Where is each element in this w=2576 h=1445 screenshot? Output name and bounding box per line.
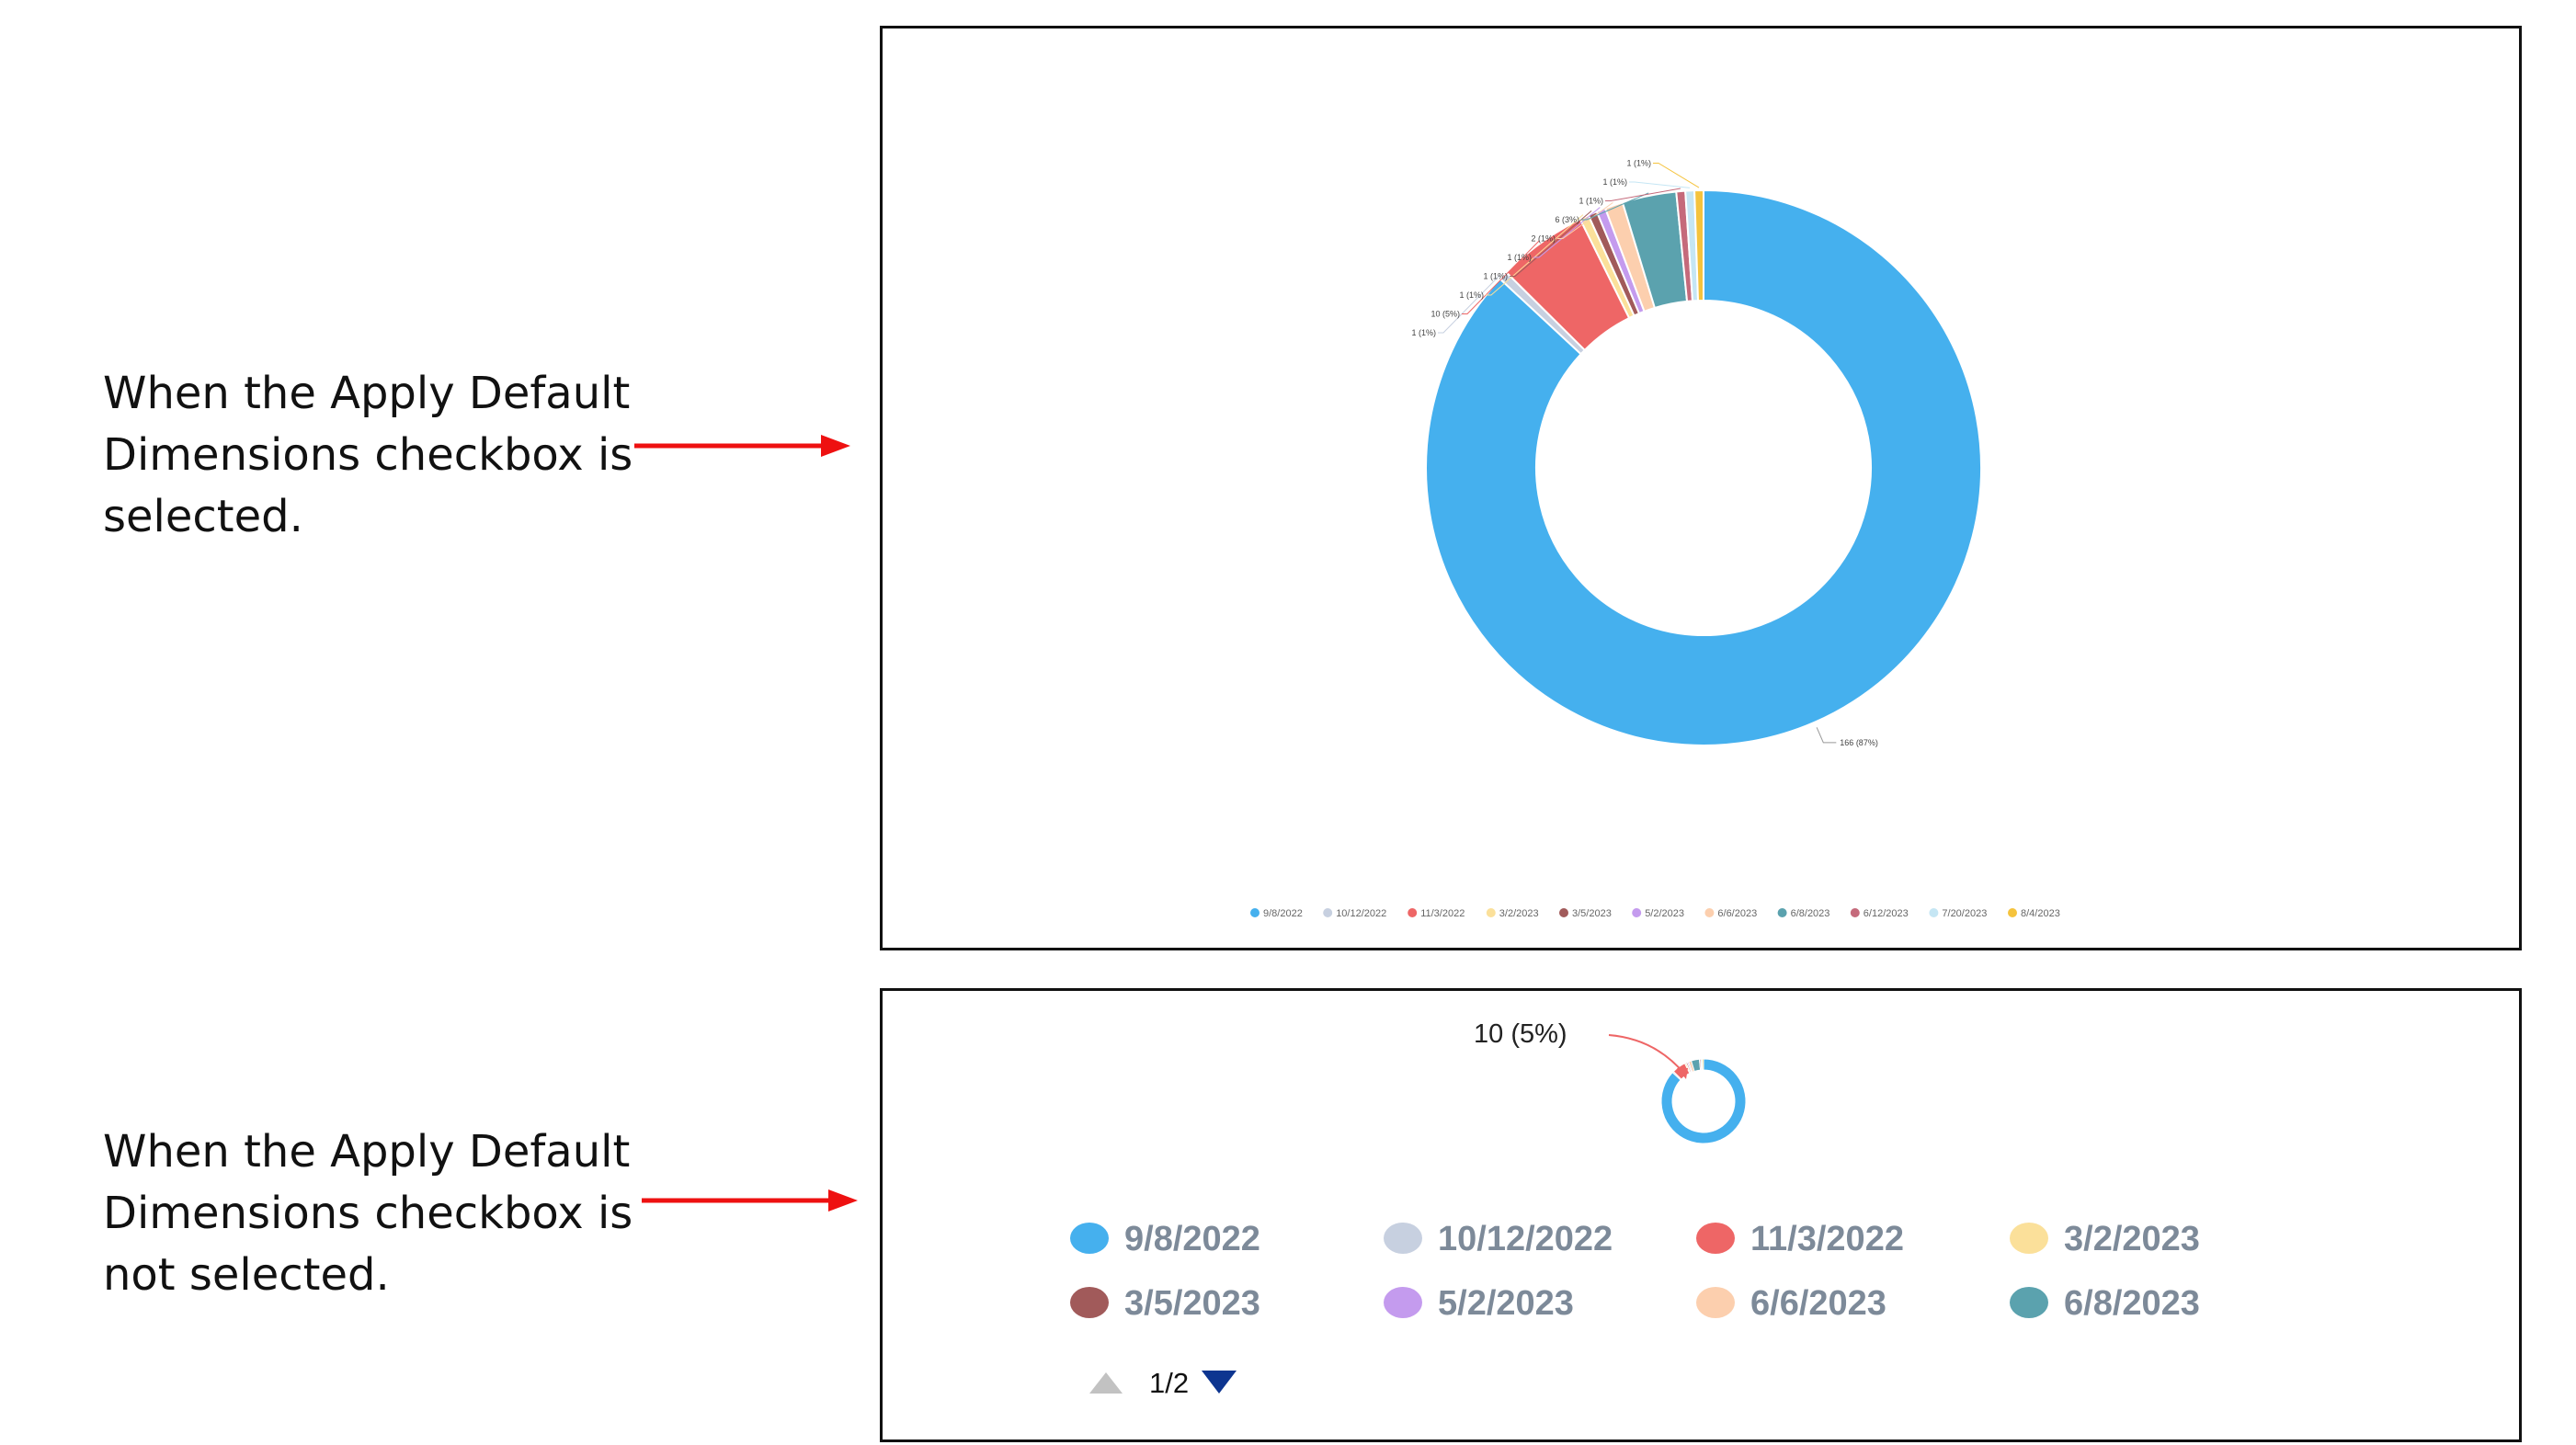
legend-marker [2008, 908, 2017, 917]
legend-label: 6/12/2023 [1864, 908, 1909, 919]
legend-marker [1323, 908, 1333, 917]
slice-label-6-6-2023: 2 (1%) [1531, 234, 1556, 244]
callout-leader-line [1608, 1034, 1685, 1075]
legend-label: 10/12/2022 [1438, 1220, 1613, 1258]
legend-marker [1250, 908, 1260, 917]
panel-no-default-dimensions: 10 (5%) 9/8/2022 10/12/2022 11/3/2022 3/2/20… [880, 988, 2522, 1442]
legend-label: 9/8/2022 [1263, 908, 1303, 919]
leader-line-7-20-2023 [1629, 181, 1691, 188]
legend-marker [1850, 908, 1860, 917]
legend-label: 3/2/2023 [2064, 1220, 2200, 1258]
legend-item-3-5-2023[interactable]: 3/5/2023 [1559, 908, 1612, 919]
leader-line-3-2-2023 [1486, 214, 1584, 296]
legend-item-6-12-2023[interactable]: 6/12/2023 [1850, 908, 1909, 919]
legend-item-10-12-2022[interactable]: 10/12/2022 [1384, 1220, 1613, 1258]
slice-label-3-2-2023: 1 (1%) [1459, 290, 1484, 300]
leader-line-11-3-2022 [1462, 240, 1540, 314]
legend-item-6-6-2023[interactable]: 6/6/2023 [1696, 1284, 1886, 1323]
leader-line-3-5-2023 [1510, 210, 1592, 277]
legend-marker [2010, 1287, 2048, 1318]
slice-label-10-12-2022: 1 (1%) [1411, 328, 1436, 337]
slice-label-6-12-2023: 1 (1%) [1579, 197, 1603, 206]
donut-chart-no-default: 10 (5%) 9/8/2022 10/12/2022 11/3/2022 3/2/20… [1070, 1019, 2200, 1399]
legend-item-7-20-2023[interactable]: 7/20/2023 [1929, 908, 1987, 919]
legend-item-3-2-2023[interactable]: 3/2/2023 [1486, 908, 1539, 919]
legend-label: 7/20/2023 [1942, 908, 1987, 919]
legend-item-5-2-2023[interactable]: 5/2/2023 [1632, 908, 1684, 919]
legend-label: 3/5/2023 [1572, 908, 1612, 919]
legend-marker [1070, 1223, 1109, 1254]
leader-line-6-6-2023 [1557, 201, 1613, 239]
legend-marker [1384, 1223, 1422, 1254]
legend-marker [1929, 908, 1939, 917]
legend-marker [1559, 908, 1568, 917]
legend-label: 5/2/2023 [1438, 1284, 1574, 1323]
arrow-not-selected [642, 1189, 858, 1212]
legend-item-3-2-2023[interactable]: 3/2/2023 [2010, 1220, 2200, 1258]
legend-label: 11/3/2022 [1420, 908, 1465, 919]
leader-line-9-8-2022 [1816, 727, 1837, 744]
callout-arrowhead [1677, 1068, 1688, 1079]
slice-label-3-5-2023: 1 (1%) [1483, 272, 1508, 281]
legend-marker [1777, 908, 1787, 917]
legend-label: 5/2/2023 [1645, 908, 1684, 919]
legend-marker [1696, 1287, 1735, 1318]
legend-label: 6/6/2023 [1750, 1284, 1886, 1323]
mini-slice-8-4-2023[interactable] [1701, 1058, 1704, 1071]
legend-marker [1408, 908, 1418, 917]
slice-label-11-3-2022: 10 (5%) [1430, 310, 1460, 319]
arrow-selected [634, 435, 850, 457]
legend-page-indicator: 1/2 [1149, 1367, 1189, 1399]
slice-label-6-8-2023: 6 (3%) [1555, 215, 1579, 224]
legend-label: 9/8/2022 [1124, 1220, 1260, 1258]
caption-checkbox-selected: When the Apply Default Dimensions checkb… [103, 368, 633, 542]
legend-marker [1070, 1287, 1109, 1318]
legend-item-9-8-2022[interactable]: 9/8/2022 [1250, 908, 1303, 919]
legend-item-6-8-2023[interactable]: 6/8/2023 [1777, 908, 1830, 919]
leader-line-8-4-2023 [1653, 163, 1700, 188]
legend-item-3-5-2023[interactable]: 3/5/2023 [1070, 1284, 1260, 1323]
slice-label-7-20-2023: 1 (1%) [1602, 177, 1627, 187]
callout-label: 10 (5%) [1474, 1019, 1567, 1049]
legend-marker [1384, 1287, 1422, 1318]
slice-9-8-2022[interactable] [1425, 188, 1982, 746]
legend-marker [1632, 908, 1642, 917]
legend-label: 10/12/2022 [1336, 908, 1386, 919]
legend-item-11-3-2022[interactable]: 11/3/2022 [1696, 1220, 1904, 1258]
leader-line-6-12-2023 [1605, 188, 1681, 201]
legend-label: 11/3/2022 [1750, 1220, 1904, 1258]
mini-slice-9-8-2022[interactable] [1660, 1058, 1747, 1144]
leader-line-10-12-2022 [1438, 273, 1502, 334]
panel-default-dimensions: 166 (87%) 1 (1%) 10 (5%) 1 (1%) 1 (1%) 1 (1%)… [880, 26, 2522, 950]
legend-item-8-4-2023[interactable]: 8/4/2023 [2008, 908, 2060, 919]
legend-marker [1486, 908, 1496, 917]
legend-label: 3/2/2023 [1499, 908, 1539, 919]
legend-label: 3/5/2023 [1124, 1284, 1260, 1323]
donut-chart-default: 166 (87%) 1 (1%) 10 (5%) 1 (1%) 1 (1%) 1 (1%)… [1250, 159, 2060, 919]
legend-item-11-3-2022[interactable]: 11/3/2022 [1408, 908, 1465, 919]
legend-marker [1704, 908, 1715, 917]
leader-line-5-2-2023 [1533, 207, 1601, 258]
legend-item-6-6-2023[interactable]: 6/6/2023 [1704, 908, 1757, 919]
leader-line-6-8-2023 [1581, 192, 1649, 221]
legend-item-5-2-2023[interactable]: 5/2/2023 [1384, 1284, 1574, 1323]
legend-label: 6/8/2023 [1791, 908, 1830, 919]
slice-8-4-2023[interactable] [1693, 188, 1704, 302]
legend-item-10-12-2022[interactable]: 10/12/2022 [1323, 908, 1386, 919]
legend-item-9-8-2022[interactable]: 9/8/2022 [1070, 1220, 1260, 1258]
legend-label: 6/6/2023 [1717, 908, 1757, 919]
legend-label: 6/8/2023 [2064, 1284, 2200, 1323]
legend-marker [1696, 1223, 1735, 1254]
caption-checkbox-not-selected: When the Apply Default Dimensions checkb… [103, 1126, 633, 1301]
slice-label-9-8-2022: 166 (87%) [1840, 738, 1878, 747]
legend-page-down-icon[interactable] [1202, 1371, 1237, 1394]
legend-marker [2010, 1223, 2048, 1254]
legend-page-up-icon[interactable] [1089, 1372, 1123, 1394]
slice-label-5-2-2023: 1 (1%) [1507, 253, 1532, 262]
legend-label: 8/4/2023 [2021, 908, 2060, 919]
slice-label-8-4-2023: 1 (1%) [1626, 159, 1651, 168]
legend-item-6-8-2023[interactable]: 6/8/2023 [2010, 1284, 2200, 1323]
